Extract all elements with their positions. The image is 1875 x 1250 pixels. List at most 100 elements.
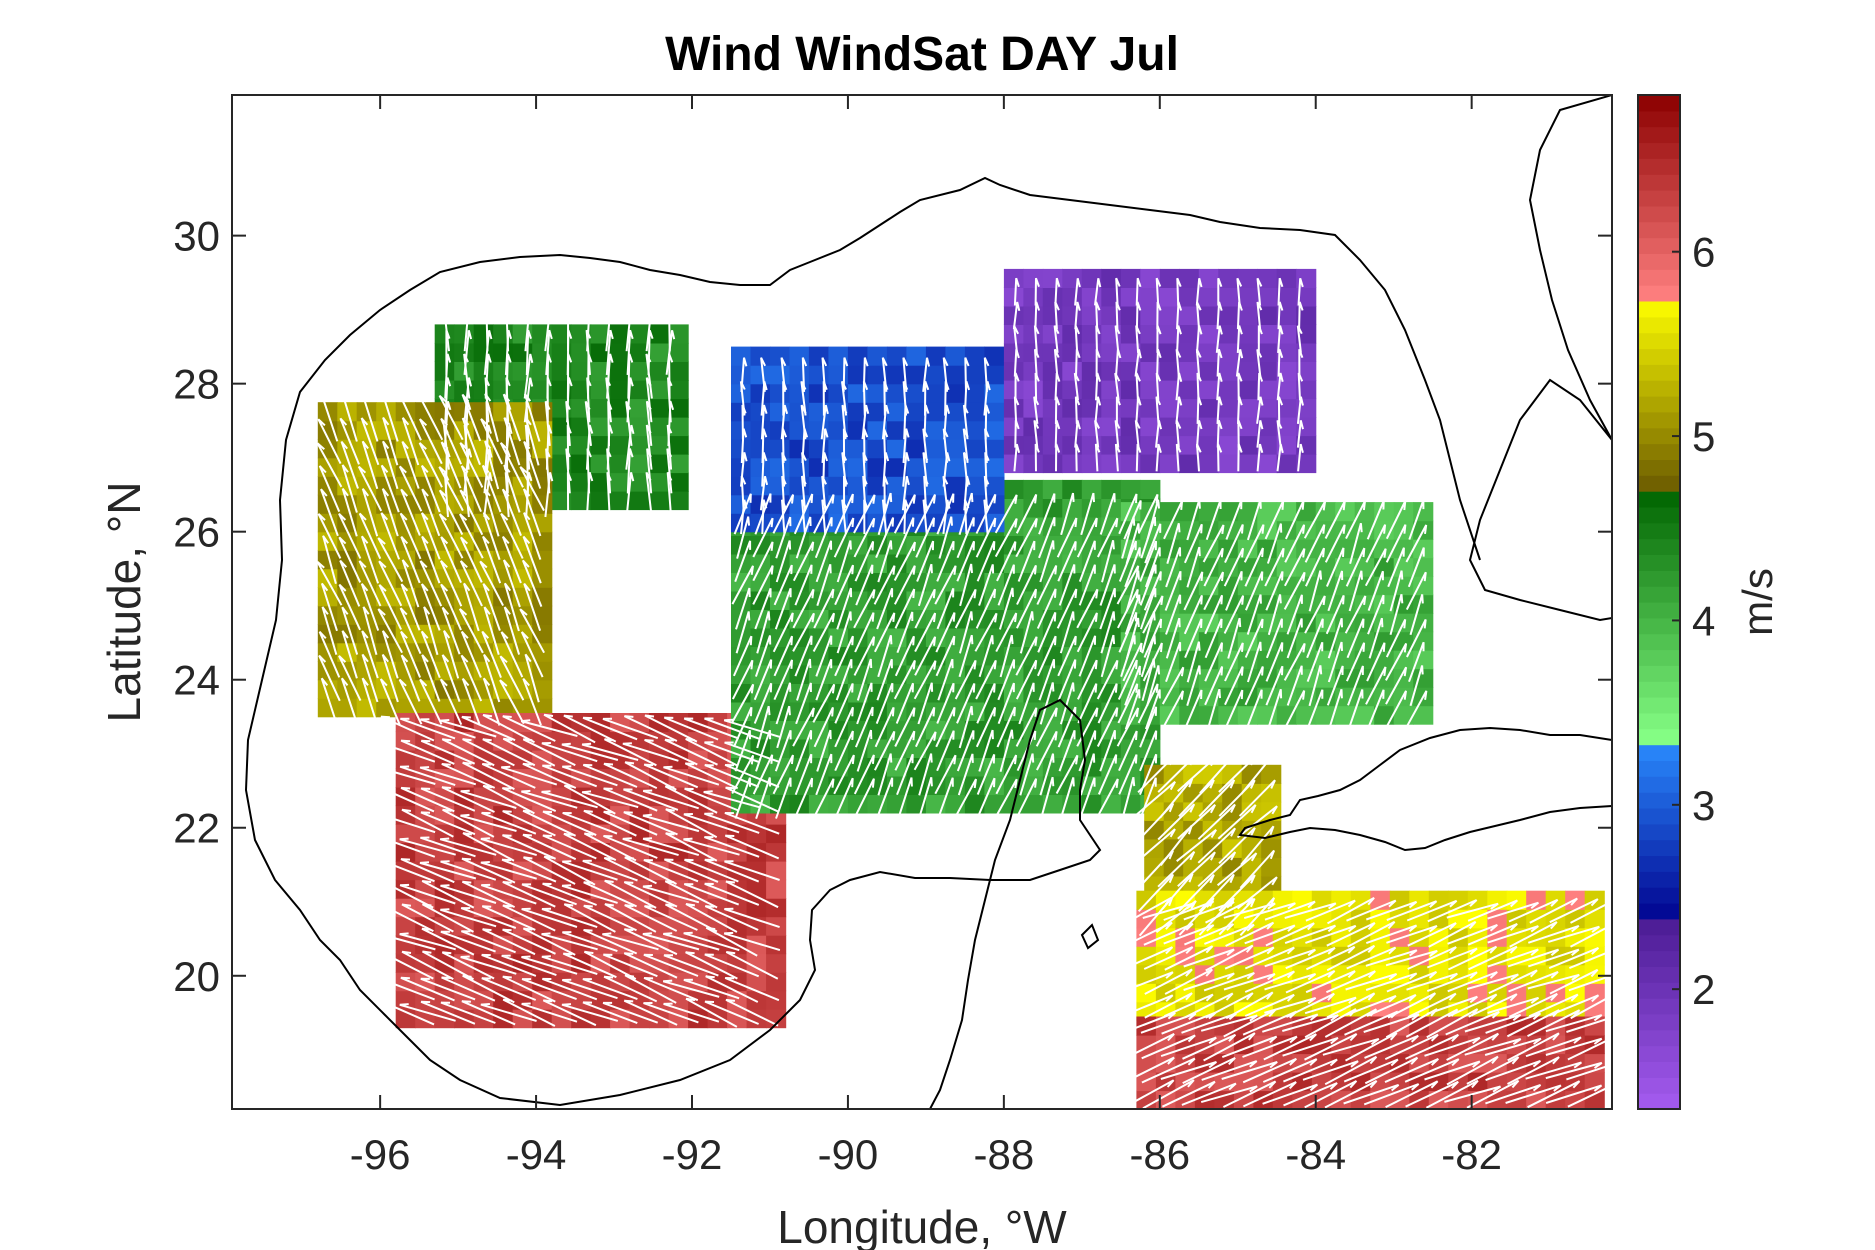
wind-vector-southwest-gulf bbox=[622, 837, 679, 857]
heatmap-cell-southwest-gulf bbox=[688, 990, 709, 1010]
heatmap-cell-north-central-gulf bbox=[750, 457, 771, 477]
wind-vector-southwest-gulf bbox=[521, 978, 577, 1001]
wind-vector-central-gulf bbox=[1076, 707, 1099, 747]
wind-vector-western-caribbean bbox=[1304, 1008, 1357, 1039]
wind-vector-central-gulf bbox=[958, 705, 974, 749]
heatmap-cell-northwest-caribbean bbox=[1175, 946, 1196, 966]
wind-vector-northwest-caribbean bbox=[1527, 948, 1580, 968]
wind-vector-northwest-caribbean bbox=[1124, 896, 1173, 925]
heatmap-cell-north-central-gulf bbox=[789, 439, 810, 459]
heatmap-cell-northeast-gulf bbox=[1237, 417, 1258, 437]
wind-vector-southwest-gulf bbox=[683, 931, 740, 952]
wind-vector-southwest-gulf bbox=[462, 738, 515, 767]
wind-vector-central-gulf bbox=[1019, 753, 1035, 796]
wind-vector-northeast-gulf bbox=[1114, 443, 1121, 472]
heatmap-cell-southwest-gulf bbox=[629, 861, 650, 881]
colorbar-segment bbox=[1638, 364, 1680, 381]
heatmap-cell-central-gulf bbox=[770, 794, 791, 814]
wind-vector-western-caribbean bbox=[1405, 1033, 1460, 1060]
wind-vector-central-gulf bbox=[754, 588, 772, 630]
heatmap-cell-northeast-gulf bbox=[1003, 268, 1024, 288]
heatmap-cell-western-gulf bbox=[473, 661, 494, 681]
wind-vector-southwest-gulf bbox=[603, 787, 658, 812]
wind-vector-southwest-gulf bbox=[724, 812, 780, 835]
heatmap-cell-north-central-gulf bbox=[750, 439, 771, 459]
heatmap-cell-western-caribbean bbox=[1565, 1035, 1586, 1055]
colorbar-segment bbox=[1638, 301, 1680, 318]
wind-vector-northwest-caribbean bbox=[1468, 993, 1518, 1018]
heatmap-cell-northwest-shelf bbox=[629, 361, 650, 381]
heatmap-cell-northeast-gulf bbox=[1081, 454, 1102, 474]
wind-vector-southwest-gulf bbox=[482, 784, 535, 815]
heatmap-cell-eastern-gulf bbox=[1335, 705, 1356, 725]
wind-vector-western-gulf bbox=[341, 630, 358, 679]
wind-vector-southwest-gulf bbox=[665, 808, 718, 839]
wind-vector-northwest-shelf bbox=[626, 377, 634, 423]
heatmap-cell-northwest-caribbean bbox=[1350, 909, 1371, 929]
heatmap-cell-northeast-gulf bbox=[1198, 417, 1219, 437]
heatmap-cell-eastern-gulf bbox=[1315, 705, 1336, 725]
heatmap-cell-central-gulf bbox=[1140, 479, 1161, 499]
wind-vector-eastern-gulf bbox=[1327, 641, 1343, 683]
heatmap-cell-southwest-gulf bbox=[434, 935, 455, 955]
wind-vector-central-gulf bbox=[1117, 588, 1139, 629]
heatmap-cell-western-caribbean bbox=[1155, 1053, 1176, 1073]
wind-vector-central-gulf bbox=[853, 636, 876, 676]
heatmap-cell-northeast-gulf bbox=[1159, 268, 1180, 288]
colorbar-segment bbox=[1638, 918, 1680, 936]
wind-vector-north-central-gulf bbox=[820, 404, 829, 440]
heatmap-cell-eastern-gulf bbox=[1218, 631, 1239, 651]
wind-vector-northeast-gulf bbox=[1256, 348, 1263, 377]
heatmap-cell-eastern-gulf bbox=[1335, 576, 1356, 596]
heatmap-cell-western-caribbean bbox=[1350, 1016, 1371, 1036]
wind-vector-north-central-gulf bbox=[901, 475, 910, 511]
wind-vector-southwest-gulf bbox=[683, 978, 740, 1000]
heatmap-cell-central-gulf bbox=[867, 794, 888, 814]
wind-vector-eastern-gulf bbox=[1306, 689, 1324, 730]
wind-vector-northwest-caribbean bbox=[1426, 971, 1478, 993]
wind-vector-northwest-caribbean bbox=[1508, 970, 1559, 993]
heatmap-cell-southwest-gulf bbox=[707, 750, 728, 770]
heatmap-cell-central-gulf bbox=[1003, 757, 1024, 777]
wind-vector-yucatan-channel bbox=[1240, 754, 1275, 795]
heatmap-cell-eastern-gulf bbox=[1393, 668, 1414, 688]
colorbar-segment bbox=[1638, 1061, 1680, 1078]
heatmap-cell-western-gulf bbox=[532, 587, 553, 607]
wind-vector-central-gulf bbox=[856, 682, 873, 725]
wind-vector-central-gulf bbox=[1101, 540, 1115, 583]
wind-vector-central-gulf bbox=[836, 611, 852, 654]
wind-vector-northwest-caribbean bbox=[1285, 969, 1336, 994]
heatmap-cell-central-gulf bbox=[945, 553, 966, 573]
heatmap-cell-central-gulf bbox=[1081, 720, 1102, 740]
wind-vector-eastern-gulf bbox=[1327, 570, 1344, 612]
wind-vector-northwest-caribbean bbox=[1487, 996, 1540, 1014]
wind-vector-northwest-shelf bbox=[585, 472, 594, 518]
heatmap-cell-northwest-caribbean bbox=[1467, 890, 1488, 910]
heatmap-cell-northwest-shelf bbox=[629, 472, 650, 492]
heatmap-cell-northeast-gulf bbox=[1042, 380, 1063, 400]
wind-vector-northwest-caribbean bbox=[1366, 993, 1417, 1017]
heatmap-cell-eastern-gulf bbox=[1393, 631, 1414, 651]
heatmap-cell-northeast-gulf bbox=[1218, 342, 1239, 362]
wind-vector-central-gulf bbox=[1015, 636, 1038, 676]
heatmap-cell-northwest-shelf bbox=[610, 342, 631, 362]
heatmap-cell-western-gulf bbox=[317, 698, 338, 718]
heatmap-cell-northeast-gulf bbox=[1042, 287, 1063, 307]
wind-vector-western-caribbean bbox=[1343, 1058, 1399, 1083]
wind-vector-central-gulf bbox=[856, 729, 873, 772]
wind-vector-central-gulf bbox=[1017, 540, 1036, 582]
wind-vector-central-gulf bbox=[876, 587, 894, 630]
wind-vector-southwest-gulf bbox=[420, 1000, 476, 1025]
wind-vector-north-central-gulf bbox=[983, 381, 991, 416]
heatmap-cell-northeast-gulf bbox=[1042, 305, 1063, 325]
colorbar-segment bbox=[1638, 570, 1680, 587]
wind-vector-western-gulf bbox=[438, 466, 464, 512]
wind-vector-western-caribbean bbox=[1344, 1010, 1399, 1036]
wind-vector-central-gulf bbox=[774, 730, 792, 772]
heatmap-cell-central-gulf bbox=[1003, 646, 1024, 666]
colorbar-segment bbox=[1638, 348, 1680, 365]
wind-vector-southwest-gulf bbox=[643, 859, 699, 883]
wind-vector-southwest-gulf bbox=[643, 977, 699, 1002]
wind-vector-western-caribbean bbox=[1566, 1063, 1612, 1081]
heatmap-cell-north-central-gulf bbox=[789, 402, 810, 422]
